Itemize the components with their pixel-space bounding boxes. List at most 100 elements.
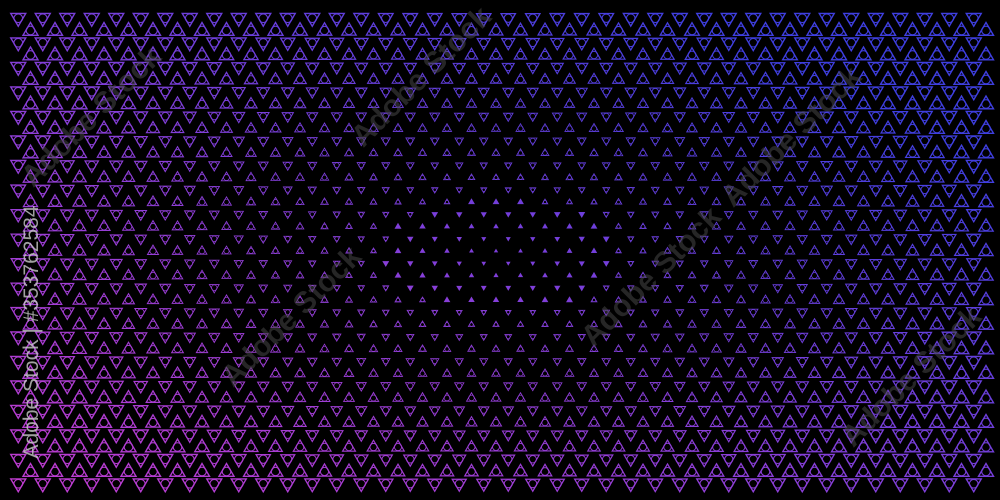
- triquetra-icon: [855, 120, 872, 134]
- triquetra-icon: [405, 333, 415, 342]
- triquetra-icon: [230, 453, 248, 469]
- triquetra-icon: [650, 333, 661, 342]
- triquetra-icon: [868, 332, 883, 345]
- triquetra-icon: [59, 331, 76, 346]
- triquetra-icon: [83, 453, 101, 469]
- triquetra-icon: [46, 94, 64, 110]
- triquetra-icon: [636, 72, 650, 84]
- triquetra-icon: [378, 454, 394, 468]
- triquetra-icon: [145, 365, 161, 379]
- triquetra-icon: [674, 137, 686, 147]
- triquetra-icon: [891, 61, 909, 77]
- triquetra-icon: [505, 212, 512, 218]
- triquetra-icon: [9, 208, 27, 224]
- triquetra-icon: [442, 173, 452, 181]
- triquetra-icon: [854, 45, 873, 61]
- triquetra-icon: [71, 193, 88, 207]
- triquetra-icon: [426, 478, 443, 493]
- triquetra-icon: [245, 294, 257, 304]
- triquetra-icon: [940, 404, 958, 420]
- triquetra-icon: [868, 185, 883, 198]
- triquetra-icon: [772, 235, 784, 245]
- triquetra-icon: [193, 462, 211, 478]
- triquetra-icon: [34, 86, 52, 102]
- triquetra-icon: [146, 268, 160, 280]
- triquetra-icon: [977, 315, 995, 330]
- triquetra-icon: [711, 246, 722, 254]
- triquetra-icon: [59, 160, 76, 174]
- triquetra-icon: [84, 283, 100, 296]
- triquetra-icon: [478, 382, 490, 392]
- triquetra-icon: [528, 162, 538, 170]
- triquetra-icon: [318, 367, 331, 378]
- triquetra-icon: [109, 234, 124, 247]
- triquetra-icon: [354, 87, 368, 99]
- triquetra-icon: [144, 95, 162, 110]
- triquetra-icon: [452, 87, 466, 99]
- triquetra-icon: [611, 439, 626, 452]
- triquetra-icon: [698, 161, 710, 172]
- triquetra-icon: [21, 119, 40, 135]
- triquetra-icon: [953, 266, 970, 281]
- triquetra-icon: [132, 429, 150, 445]
- triquetra-icon: [316, 462, 333, 477]
- triquetra-icon: [892, 160, 908, 174]
- triquetra-icon: [647, 454, 664, 468]
- triquetra-icon: [343, 147, 355, 157]
- triquetra-icon: [266, 21, 285, 37]
- triquetra-icon: [294, 171, 306, 181]
- triquetra-icon: [783, 318, 797, 329]
- triquetra-icon: [818, 478, 836, 494]
- triquetra-icon: [58, 453, 76, 469]
- triquetra-icon: [625, 137, 637, 147]
- triquetra-icon: [575, 87, 589, 99]
- triquetra-icon: [794, 405, 810, 419]
- triquetra-icon: [168, 21, 187, 37]
- triquetra-icon: [916, 429, 934, 445]
- triquetra-icon: [456, 285, 463, 292]
- triquetra-icon: [394, 295, 402, 303]
- triquetra-icon: [685, 121, 699, 133]
- triquetra-icon: [965, 355, 983, 371]
- triquetra-icon: [904, 169, 921, 183]
- triquetra-icon: [492, 296, 500, 303]
- triquetra-icon: [119, 45, 138, 61]
- triquetra-icon: [295, 196, 305, 206]
- triquetra-icon: [977, 437, 995, 453]
- triquetra-icon: [171, 195, 184, 206]
- triquetra-icon: [711, 294, 722, 304]
- triquetra-icon: [293, 391, 307, 403]
- triquetra-icon: [158, 160, 173, 173]
- triquetra-icon: [232, 136, 246, 148]
- triquetra-icon: [270, 318, 281, 328]
- triquetra-icon: [382, 236, 390, 243]
- triquetra-icon: [402, 37, 419, 52]
- triquetra-icon: [233, 308, 245, 319]
- triquetra-icon: [699, 235, 709, 244]
- triquetra-icon: [270, 270, 281, 279]
- triquetra-icon: [46, 70, 64, 86]
- triquetra-icon: [84, 258, 99, 271]
- triquetra-icon: [70, 437, 89, 453]
- triquetra-icon: [891, 37, 909, 53]
- triquetra-icon: [467, 173, 476, 181]
- triquetra-icon: [831, 389, 847, 403]
- triquetra-icon: [121, 144, 136, 158]
- triquetra-icon: [881, 268, 895, 280]
- triquetra-icon: [378, 430, 393, 443]
- triquetra-icon: [805, 45, 824, 61]
- triquetra-icon: [158, 210, 172, 222]
- triquetra-icon: [793, 61, 811, 77]
- triquetra-icon: [493, 248, 499, 253]
- triquetra-icon: [940, 380, 958, 396]
- triquetra-icon: [952, 413, 971, 429]
- triquetra-icon: [588, 391, 600, 402]
- triquetra-icon: [280, 429, 296, 443]
- triquetra-icon: [733, 438, 749, 453]
- triquetra-icon: [256, 405, 271, 418]
- triquetra-icon: [95, 21, 113, 37]
- triquetra-icon: [614, 222, 623, 229]
- triquetra-icon: [181, 12, 199, 28]
- triquetra-icon: [903, 437, 922, 453]
- triquetra-icon: [329, 430, 344, 443]
